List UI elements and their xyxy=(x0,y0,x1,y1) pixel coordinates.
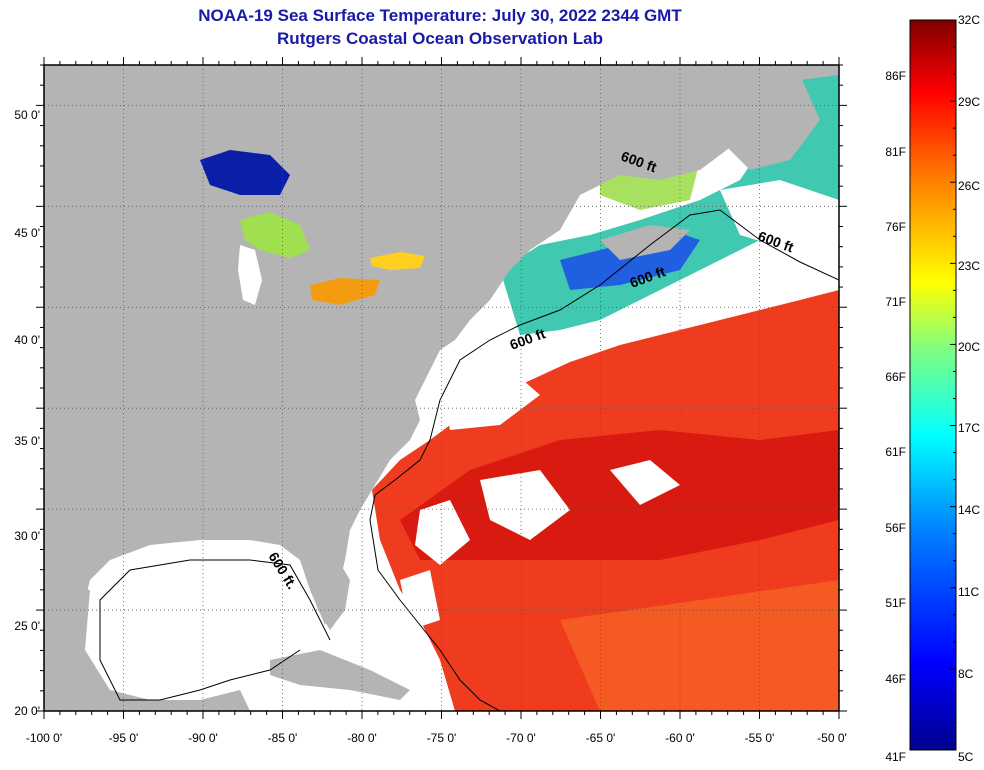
lat-tick-label: 30 0' xyxy=(14,529,40,543)
fahrenheit-label: 61F xyxy=(885,445,906,459)
graticule xyxy=(44,65,839,711)
colorbar-celsius-labels: 32C 29C 26C 23C 20C 17C 14C 11C 8C 5C xyxy=(958,13,980,764)
mexico-land xyxy=(44,580,250,711)
celsius-label: 5C xyxy=(958,750,974,764)
colorbar-gradient xyxy=(909,19,957,751)
map-subtitle: Rutgers Coastal Ocean Observation Lab xyxy=(277,29,603,48)
lat-tick-label: 25 0' xyxy=(14,619,40,633)
lon-tick-label: -90 0' xyxy=(188,731,218,745)
lon-tick-label: -80 0' xyxy=(347,731,377,745)
lake-ontario xyxy=(370,252,425,270)
lat-tick-label: 35 0' xyxy=(14,434,40,448)
fahrenheit-label: 86F xyxy=(885,69,906,83)
cuba-land xyxy=(270,650,410,700)
celsius-label: 14C xyxy=(958,503,980,517)
fahrenheit-label: 76F xyxy=(885,220,906,234)
celsius-label: 20C xyxy=(958,340,980,354)
fahrenheit-label: 71F xyxy=(885,295,906,309)
colorbar-fahrenheit-labels: 86F 81F 76F 71F 66F 61F 56F 51F 46F 41F xyxy=(885,69,906,764)
celsius-label: 29C xyxy=(958,95,980,109)
longitude-axis: -100 0' -95 0' -90 0' -85 0' -80 0' -75 … xyxy=(26,731,847,745)
lake-huron xyxy=(240,212,310,258)
map-title: NOAA-19 Sea Surface Temperature: July 30… xyxy=(198,6,682,25)
lon-tick-label: -55 0' xyxy=(745,731,775,745)
gulf-of-mexico xyxy=(95,548,320,711)
gulf-isobath-line xyxy=(99,559,331,701)
isobath-600ft-line xyxy=(369,209,839,711)
cloud-gap xyxy=(440,360,540,430)
lon-tick-label: -100 0' xyxy=(26,731,62,745)
lat-tick-label: 50 0' xyxy=(14,108,40,122)
celsius-label: 8C xyxy=(958,667,974,681)
celsius-label: 23C xyxy=(958,259,980,273)
celsius-label: 26C xyxy=(958,179,980,193)
lake-superior xyxy=(200,150,290,195)
florida-peninsula xyxy=(305,555,350,630)
celsius-label: 17C xyxy=(958,421,980,435)
colorbar-ticks xyxy=(950,19,956,751)
nova-scotia-land xyxy=(600,225,690,260)
fahrenheit-label: 56F xyxy=(885,521,906,535)
latitude-axis: 20 0' 25 0' 30 0' 35 0' 40 0' 45 0' 50 0… xyxy=(14,108,40,718)
lake-michigan xyxy=(238,245,262,305)
celsius-label: 11C xyxy=(958,585,979,599)
axis-ticks xyxy=(36,57,847,719)
colorbar: 32C 29C 26C 23C 20C 17C 14C 11C 8C 5C 86… xyxy=(885,13,980,764)
lat-tick-label: 20 0' xyxy=(14,704,40,718)
lon-tick-label: -70 0' xyxy=(506,731,536,745)
lon-tick-label: -95 0' xyxy=(109,731,139,745)
lat-tick-label: 40 0' xyxy=(14,333,40,347)
newfoundland-land xyxy=(720,75,820,170)
fahrenheit-label: 66F xyxy=(885,370,906,384)
cloud-gap xyxy=(720,180,839,260)
lake-erie xyxy=(310,278,380,305)
fahrenheit-label: 41F xyxy=(885,750,906,764)
fahrenheit-label: 46F xyxy=(885,672,906,686)
fahrenheit-label: 51F xyxy=(885,596,906,610)
lon-tick-label: -50 0' xyxy=(817,731,847,745)
south-warm-zone xyxy=(560,580,839,711)
cloud-gap xyxy=(415,500,470,565)
cloud-gap xyxy=(480,470,570,540)
lon-tick-label: -65 0' xyxy=(586,731,616,745)
fahrenheit-label: 81F xyxy=(885,145,906,159)
lat-tick-label: 45 0' xyxy=(14,226,40,240)
lon-tick-label: -85 0' xyxy=(268,731,298,745)
celsius-label: 32C xyxy=(958,13,980,27)
map-area: 600 ft 600 ft 600 ft 600 ft 600 ft. xyxy=(44,65,839,711)
cloud-gap xyxy=(400,570,440,630)
cloud-gap xyxy=(610,460,680,505)
lon-tick-label: -75 0' xyxy=(427,731,457,745)
lon-tick-label: -60 0' xyxy=(665,731,695,745)
